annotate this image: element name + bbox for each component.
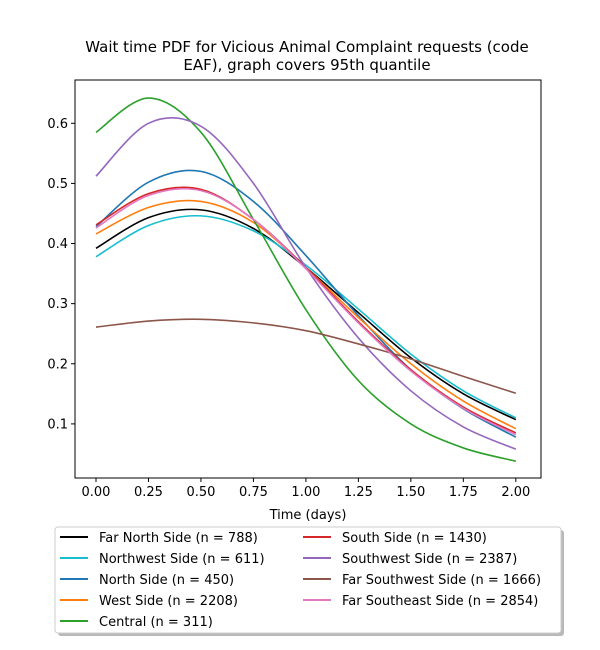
x-axis-label: Time (days) [269,508,347,523]
series-line-1 [95,214,517,419]
x-axis-ticks: 0.00 0.25 0.50 0.75 1.00 1.25 1.50 1.75 2.00 [82,478,530,500]
legend-label: Far Southwest Side (n = 1666) [342,573,541,588]
legend-item: Far North Side (n = 788) [60,531,258,546]
y-tick-label: 0.6 [47,117,68,132]
plot-area-frame [74,79,542,479]
legend-label: Far Southeast Side (n = 2854) [342,594,538,609]
legend: Far North Side (n = 788) Northwest Side (… [54,526,564,636]
legend-label: North Side (n = 450) [99,573,234,588]
legend-item: Northwest Side (n = 611) [60,552,265,567]
series-line-4 [95,97,517,462]
legend-label: South Side (n = 1430) [342,531,487,546]
legend-item: South Side (n = 1430) [303,531,487,546]
legend-label: West Side (n = 2208) [99,594,238,609]
x-tick-label: 1.00 [291,485,320,500]
x-tick-label: 0.75 [239,485,268,500]
chart-title-line-2: EAF), graph covers 95th quantile [183,56,430,74]
x-tick-label: 1.50 [396,485,425,500]
y-tick-label: 0.5 [47,177,68,192]
legend-item: North Side (n = 450) [60,573,234,588]
series-line-7 [95,318,517,394]
legend-label: Southwest Side (n = 2387) [342,552,517,567]
legend-item: Far Southeast Side (n = 2854) [303,594,538,609]
plot-lines [95,97,517,462]
legend-label: Northwest Side (n = 611) [99,552,265,567]
y-tick-label: 0.3 [47,297,68,312]
x-tick-label: 0.00 [82,485,111,500]
y-axis-ticks: 0.1 0.2 0.3 0.4 0.5 0.6 [47,117,75,432]
series-line-3 [95,199,517,430]
chart-title-line-1: Wait time PDF for Vicious Animal Complai… [85,38,528,56]
x-tick-label: 0.25 [134,485,163,500]
x-tick-label: 1.75 [449,485,478,500]
legend-item: Central (n = 311) [60,615,213,630]
series-line-0 [95,208,517,421]
x-tick-label: 0.50 [186,485,215,500]
legend-items: Far North Side (n = 788) Northwest Side (… [60,531,541,630]
series-line-6 [95,117,517,450]
x-tick-label: 2.00 [501,485,530,500]
legend-item: Southwest Side (n = 2387) [303,552,517,567]
legend-label: Central (n = 311) [99,615,213,630]
y-tick-label: 0.2 [47,357,68,372]
y-tick-label: 0.1 [47,417,68,432]
series-line-2 [95,169,517,438]
legend-item: West Side (n = 2208) [60,594,238,609]
x-tick-label: 1.25 [344,485,373,500]
legend-label: Far North Side (n = 788) [99,531,258,546]
series-line-8 [95,187,517,436]
legend-item: Far Southwest Side (n = 1666) [303,573,541,588]
y-tick-label: 0.4 [47,237,68,252]
